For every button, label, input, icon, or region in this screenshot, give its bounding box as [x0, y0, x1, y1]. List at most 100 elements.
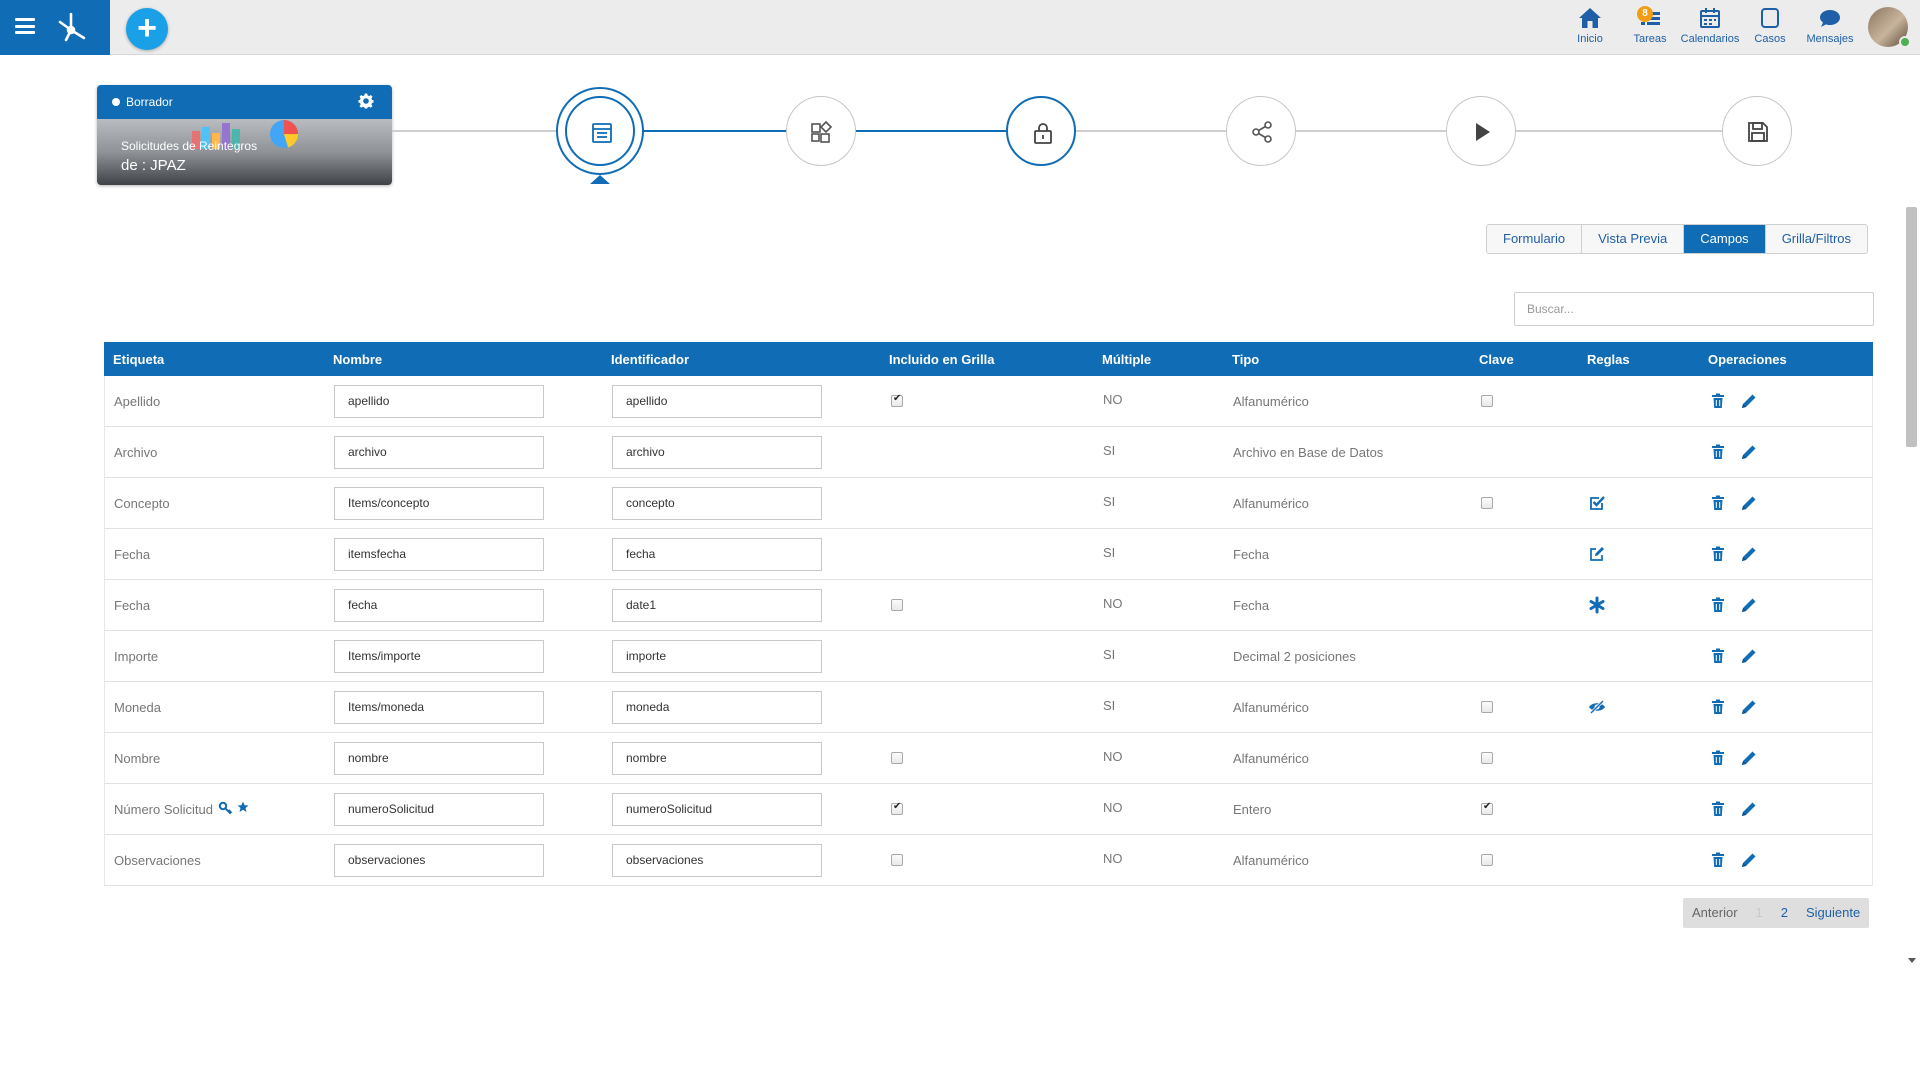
grilla-checkbox[interactable]	[891, 854, 903, 866]
step-save[interactable]	[1722, 96, 1792, 166]
pencil-icon[interactable]	[1740, 494, 1758, 512]
pencil-icon[interactable]	[1740, 851, 1758, 869]
grilla-checkbox[interactable]	[891, 801, 903, 815]
nav-inicio[interactable]: Inicio	[1560, 0, 1620, 55]
check-square-icon[interactable]	[1588, 494, 1606, 512]
cell-nombre	[325, 835, 603, 885]
cell-etiqueta: Observaciones	[105, 835, 325, 885]
pencil-icon[interactable]	[1740, 800, 1758, 818]
cell-incluido-grilla	[881, 784, 1094, 834]
pencil-icon[interactable]	[1740, 443, 1758, 461]
nombre-input[interactable]	[334, 537, 544, 571]
nombre-input[interactable]	[334, 792, 544, 826]
identificador-input[interactable]	[612, 639, 822, 673]
step-components[interactable]	[786, 96, 856, 166]
identificador-input[interactable]	[612, 588, 822, 622]
online-status-icon	[1899, 36, 1911, 48]
nav-casos[interactable]: Casos	[1740, 0, 1800, 55]
nombre-input[interactable]	[334, 741, 544, 775]
tab-grilla-filtros[interactable]: Grilla/Filtros	[1765, 225, 1868, 253]
trash-icon[interactable]	[1709, 545, 1727, 563]
cell-identificador	[603, 376, 881, 426]
identificador-input[interactable]	[612, 384, 822, 418]
pencil-icon[interactable]	[1740, 647, 1758, 665]
step-security[interactable]	[1006, 96, 1076, 166]
trash-icon[interactable]	[1709, 647, 1727, 665]
identificador-input[interactable]	[612, 741, 822, 775]
nav-calendarios[interactable]: Calendarios	[1680, 0, 1740, 55]
cell-nombre	[325, 376, 603, 426]
clave-checkbox[interactable]	[1481, 752, 1493, 764]
cell-multiple: NO	[1094, 376, 1224, 426]
nav-tareas[interactable]: 8 Tareas	[1620, 0, 1680, 55]
nombre-input[interactable]	[334, 435, 544, 469]
next-page-button[interactable]: Siguiente	[1806, 905, 1861, 920]
identificador-input[interactable]	[612, 486, 822, 520]
trash-icon[interactable]	[1709, 749, 1727, 767]
trash-icon[interactable]	[1709, 596, 1727, 614]
field-label: Nombre	[114, 750, 161, 766]
nombre-input[interactable]	[334, 588, 544, 622]
prev-page-button[interactable]: Anterior	[1692, 905, 1738, 920]
clave-checkbox[interactable]	[1481, 701, 1493, 713]
trash-icon[interactable]	[1709, 392, 1727, 410]
cell-identificador	[603, 631, 881, 681]
trash-icon[interactable]	[1709, 494, 1727, 512]
scroll-down-icon[interactable]	[1908, 958, 1916, 963]
identificador-input[interactable]	[612, 537, 822, 571]
process-card[interactable]: Borrador Solicitudes de Reintegros de : …	[97, 85, 392, 185]
step-share[interactable]	[1226, 96, 1296, 166]
scrollbar-thumb[interactable]	[1906, 207, 1917, 447]
avatar[interactable]	[1868, 7, 1911, 48]
step-run[interactable]	[1446, 96, 1516, 166]
cell-incluido-grilla	[881, 427, 1094, 477]
gear-icon[interactable]	[358, 93, 374, 109]
cell-tipo: Alfanumérico	[1224, 835, 1471, 885]
nombre-input[interactable]	[334, 486, 544, 520]
table-body: Apellido NO Alfanumérico Archivo SI Archivo e…	[104, 376, 1873, 886]
nav-mensajes-label: Mensajes	[1806, 33, 1854, 45]
clave-checkbox[interactable]	[1481, 801, 1493, 815]
page-2-button[interactable]: 2	[1780, 905, 1788, 920]
trash-icon[interactable]	[1709, 443, 1727, 461]
search-input[interactable]	[1514, 292, 1874, 326]
identificador-input[interactable]	[612, 690, 822, 724]
trash-icon[interactable]	[1709, 851, 1727, 869]
pencil-icon[interactable]	[1740, 392, 1758, 410]
clave-checkbox[interactable]	[1481, 854, 1493, 866]
nombre-input[interactable]	[334, 843, 544, 877]
tab-campos[interactable]: Campos	[1684, 225, 1766, 253]
identificador-input[interactable]	[612, 843, 822, 877]
pencil-icon[interactable]	[1740, 545, 1758, 563]
menu-icon[interactable]	[15, 18, 35, 34]
asterisk-icon[interactable]	[1588, 596, 1606, 614]
trash-icon[interactable]	[1709, 800, 1727, 818]
grilla-checkbox[interactable]	[891, 393, 903, 407]
tab-formulario[interactable]: Formulario	[1487, 225, 1583, 253]
cell-etiqueta: Archivo	[105, 427, 325, 477]
identificador-input[interactable]	[612, 435, 822, 469]
tipo-value: Fecha	[1233, 597, 1270, 613]
tab-vista-previa[interactable]: Vista Previa	[1582, 225, 1685, 253]
nombre-input[interactable]	[334, 384, 544, 418]
pencil-icon[interactable]	[1740, 596, 1758, 614]
trash-icon[interactable]	[1709, 698, 1727, 716]
identificador-input[interactable]	[612, 792, 822, 826]
grilla-checkbox[interactable]	[891, 599, 903, 611]
add-button[interactable]: +	[126, 8, 168, 50]
clave-checkbox[interactable]	[1481, 395, 1493, 407]
clave-checkbox[interactable]	[1481, 497, 1493, 509]
edit-square-icon[interactable]	[1588, 545, 1606, 563]
stepper-line	[1076, 130, 1226, 132]
nombre-input[interactable]	[334, 690, 544, 724]
eye-slash-icon[interactable]	[1588, 698, 1606, 716]
grilla-checkbox[interactable]	[891, 752, 903, 764]
nav-mensajes[interactable]: Mensajes	[1800, 0, 1860, 55]
cell-tipo: Alfanumérico	[1224, 478, 1471, 528]
page-1-button[interactable]: 1	[1755, 905, 1763, 920]
nombre-input[interactable]	[334, 639, 544, 673]
key-icon	[218, 801, 233, 815]
pencil-icon[interactable]	[1740, 698, 1758, 716]
pencil-icon[interactable]	[1740, 749, 1758, 767]
step-form[interactable]	[565, 96, 635, 166]
